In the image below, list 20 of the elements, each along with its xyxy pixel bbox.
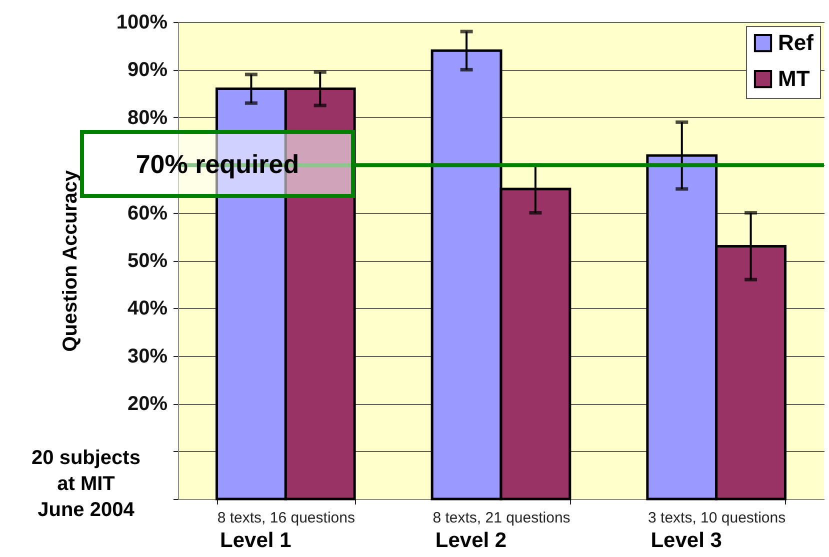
x-tick-label: 3 texts, 10 questions bbox=[648, 510, 786, 526]
y-tick-label: 30% bbox=[127, 345, 168, 368]
ref-line-label: 70% required bbox=[136, 148, 300, 180]
y-tick-label: 40% bbox=[127, 298, 168, 320]
y-tick-label: 100% bbox=[116, 12, 168, 34]
text: Level 3 bbox=[650, 528, 723, 554]
y-tick-label: 90% bbox=[127, 59, 168, 82]
legend-label: MT bbox=[778, 66, 810, 91]
x-tick-label: 8 texts, 16 questions bbox=[217, 510, 355, 526]
label-box: 70% required bbox=[80, 130, 355, 198]
y-tick-label: 80% bbox=[127, 106, 168, 129]
legend-label: Ref bbox=[778, 30, 814, 55]
y-axis-title: Question Accuracy bbox=[59, 169, 82, 352]
x-tick-label: 8 texts, 21 questions bbox=[432, 510, 570, 526]
text: Level 2 bbox=[434, 528, 508, 554]
y-tick-label: 50% bbox=[127, 250, 168, 272]
text: 20 subjects at MIT June 2004 bbox=[30, 446, 142, 523]
text: Level 1 bbox=[219, 528, 292, 554]
y-tick-label: 60% bbox=[127, 202, 168, 224]
y-tick-label: 20% bbox=[127, 393, 168, 416]
